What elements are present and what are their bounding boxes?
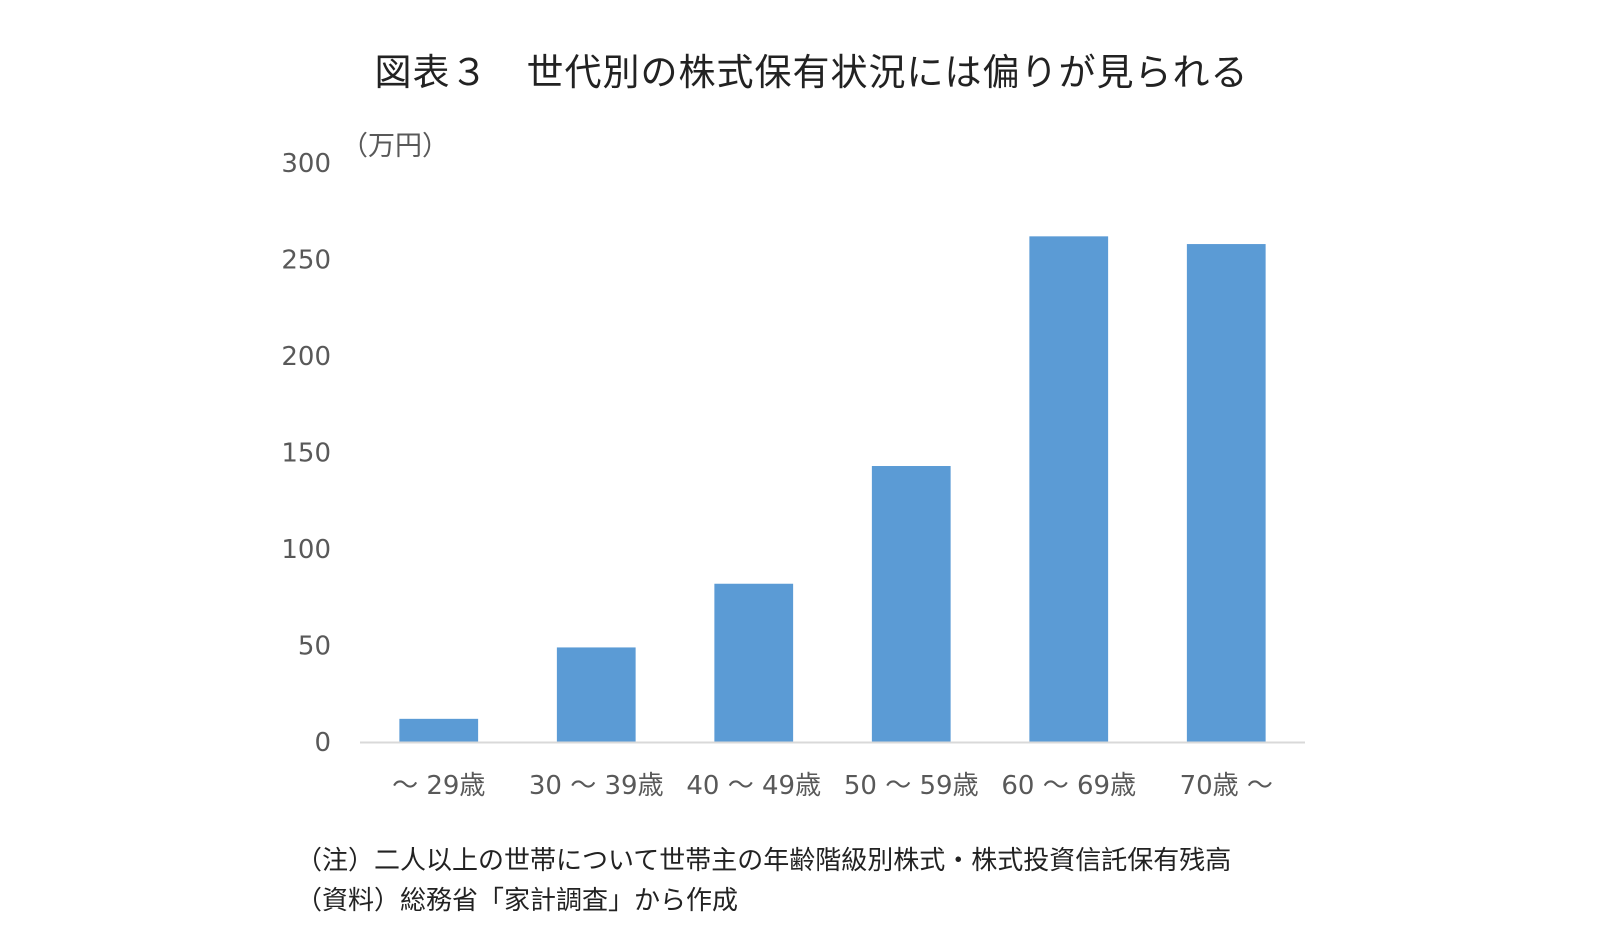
y-tick-label: 150 [281, 439, 331, 469]
bars [399, 236, 1266, 742]
x-tick-label: ～ 29歳 [392, 771, 485, 801]
bar [556, 647, 636, 742]
x-tick-label: 30 ～ 39歳 [529, 771, 664, 801]
y-tick-label: 100 [281, 535, 331, 565]
chart-title: 図表３ 世代別の株式保有状況には偏りが見られる [374, 51, 1249, 94]
bar [399, 718, 479, 742]
y-tick-label: 50 [298, 632, 331, 662]
y-axis-tick-labels: 0 50 100 150 200 250 300 [281, 149, 331, 758]
x-tick-label: 40 ～ 49歳 [686, 771, 821, 801]
x-axis-tick-labels: ～ 29歳 30 ～ 39歳 40 ～ 49歳 50 ～ 59歳 60 ～ 69歳 70歳… [392, 771, 1273, 801]
bar [714, 583, 794, 742]
x-tick-label: 50 ～ 59歳 [844, 771, 979, 801]
bar [1029, 236, 1109, 742]
y-tick-label: 300 [281, 149, 331, 179]
chart-source: （資料）総務省「家計調査」から作成 [296, 886, 739, 916]
y-axis-unit-label: （万円） [341, 131, 449, 162]
y-tick-label: 250 [281, 246, 331, 276]
bar [1186, 244, 1266, 742]
bar [871, 466, 951, 742]
y-tick-label: 0 [314, 728, 331, 758]
y-tick-label: 200 [281, 342, 331, 372]
x-tick-label: 60 ～ 69歳 [1001, 771, 1136, 801]
x-tick-label: 70歳 ～ [1180, 771, 1273, 801]
bar-chart: 0 50 100 150 200 250 300 （万円） ～ 29歳 30 ～ 39歳 40 … [281, 131, 1305, 801]
chart-note: （注）二人以上の世帯について世帯主の年齢階級別株式・株式投資信託保有残高 [296, 846, 1232, 876]
